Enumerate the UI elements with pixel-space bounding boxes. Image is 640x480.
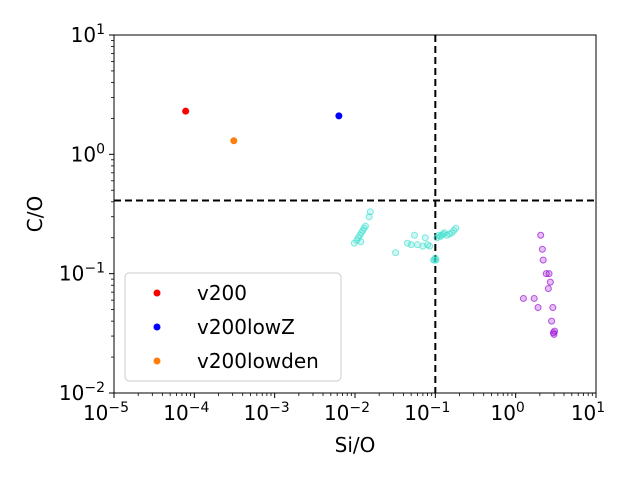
point-turquoise-cluster [432, 256, 440, 264]
point-violet-cluster [537, 231, 545, 239]
x-tick-label: 10−5 [83, 400, 129, 425]
point-turquoise-cluster [421, 234, 429, 242]
point-v200lowden [230, 137, 238, 145]
point-turquoise-cluster [392, 249, 400, 257]
legend-marker-v200lowden [153, 357, 161, 365]
legend-label-v200: v200 [197, 281, 247, 305]
point-turquoise-cluster [452, 224, 460, 232]
point-violet-cluster [551, 327, 559, 335]
point-turquoise-cluster [403, 239, 411, 247]
data-points [182, 107, 559, 338]
point-turquoise-cluster [426, 242, 434, 250]
x-tick-label-base: 10 [244, 401, 269, 425]
x-tick-label-exponent: −3 [269, 400, 290, 416]
x-tick-label-exponent: −2 [349, 400, 370, 416]
legend: v200 v200lowZ v200lowden [124, 272, 342, 382]
x-tick-label: 10−2 [324, 400, 370, 425]
point-turquoise-cluster [357, 238, 365, 246]
point-turquoise-cluster [410, 231, 418, 239]
point-violet-cluster [539, 256, 547, 264]
x-tick-label-base: 10 [490, 401, 515, 425]
point-v200 [182, 107, 190, 115]
y-tick-label-exponent: −1 [84, 261, 105, 277]
point-violet-cluster [519, 294, 527, 302]
y-tick-label-base: 10 [71, 23, 96, 47]
point-violet-cluster [545, 270, 553, 278]
x-tick-label-base: 10 [404, 401, 429, 425]
x-axis-label: Si/O [335, 433, 376, 457]
x-tick-label: 10−1 [404, 400, 450, 425]
y-tick-label-base: 10 [59, 262, 84, 286]
point-violet-cluster [534, 304, 542, 312]
y-tick-label: 101 [71, 22, 105, 47]
x-tick-label: 100 [490, 400, 524, 425]
x-tick-label-base: 10 [571, 401, 596, 425]
point-violet-cluster [546, 278, 554, 286]
legend-marker-v200 [153, 289, 161, 297]
x-tick-label: 101 [571, 400, 605, 425]
point-violet-cluster [530, 294, 538, 302]
point-violet-cluster [544, 285, 552, 293]
point-turquoise-cluster [366, 208, 374, 216]
x-tick-label: 10−4 [163, 400, 209, 425]
point-v200lowZ [335, 112, 343, 120]
x-tick-label-exponent: −1 [430, 400, 451, 416]
y-tick-label-base: 10 [59, 381, 84, 405]
x-tick-label-base: 10 [83, 401, 108, 425]
point-violet-cluster [548, 317, 556, 325]
point-turquoise-cluster [407, 241, 415, 249]
x-tick-label-base: 10 [163, 401, 188, 425]
legend-box [124, 272, 342, 382]
point-violet-cluster [549, 304, 557, 312]
y-tick-label-exponent: −2 [84, 380, 105, 396]
legend-marker-v200lowZ [153, 323, 161, 331]
x-tick-label-exponent: −5 [108, 400, 129, 416]
point-violet-cluster [538, 245, 546, 253]
x-tick-label-base: 10 [324, 401, 349, 425]
legend-label-v200lowZ: v200lowZ [197, 315, 295, 339]
x-tick-label: 10−3 [244, 400, 290, 425]
y-tick-label: 10−2 [59, 380, 105, 405]
y-axis-label: C/O [23, 196, 47, 232]
x-tick-label-exponent: 1 [596, 400, 605, 416]
reference-lines [114, 35, 596, 393]
y-tick-label-base: 10 [71, 142, 96, 166]
x-axis: 10−5 10−4 10−3 10−2 10−1 100 101 [83, 393, 605, 425]
x-tick-label-exponent: 0 [516, 400, 525, 416]
x-tick-label-exponent: −4 [189, 400, 210, 416]
point-turquoise-cluster [361, 222, 369, 230]
legend-label-v200lowden: v200lowden [197, 349, 319, 373]
y-tick-label-exponent: 0 [96, 141, 105, 157]
y-tick-label-exponent: 1 [96, 22, 105, 38]
y-tick-label: 100 [71, 141, 105, 166]
y-tick-label: 10−1 [59, 261, 105, 286]
